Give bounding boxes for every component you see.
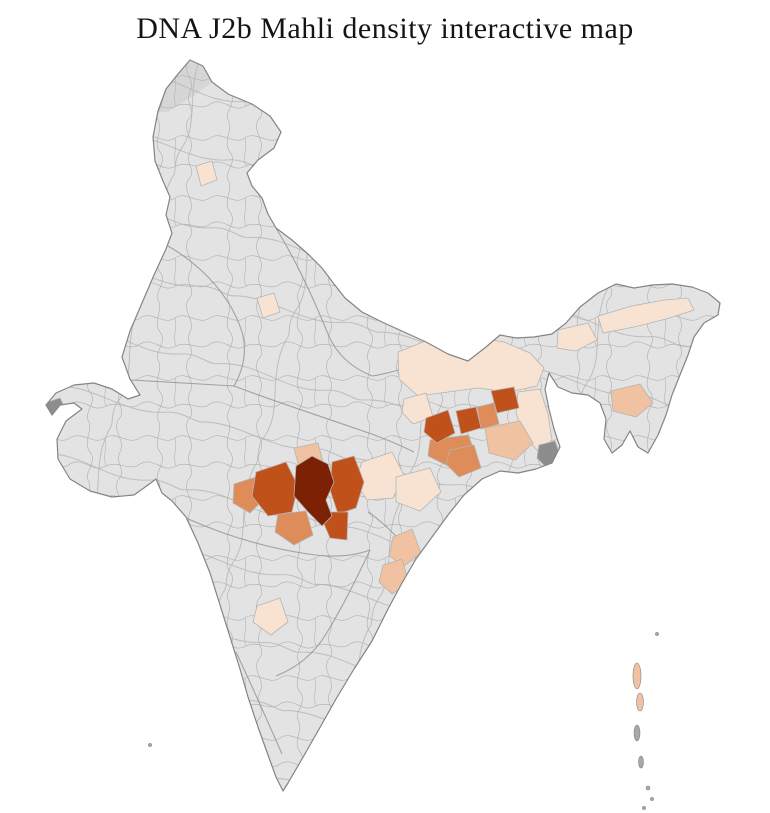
district-mp-pale[interactable] bbox=[256, 292, 281, 319]
district-bengal-north[interactable] bbox=[490, 386, 520, 414]
islands-group bbox=[148, 632, 659, 810]
small-island-ne[interactable] bbox=[655, 632, 659, 636]
nicobar-island-2[interactable] bbox=[645, 785, 651, 791]
district-assam-upper[interactable] bbox=[597, 297, 695, 334]
andaman-island-mid[interactable] bbox=[636, 692, 644, 712]
lakshadweep-island[interactable] bbox=[148, 743, 152, 747]
district-odisha-west-pale[interactable] bbox=[395, 467, 442, 512]
district-jharkhand-nw-pale[interactable] bbox=[401, 392, 434, 425]
landmass-group bbox=[46, 60, 720, 791]
andaman-island-north[interactable] bbox=[632, 662, 642, 690]
district-deccan-pale[interactable] bbox=[252, 597, 289, 636]
density-districts bbox=[195, 160, 695, 636]
andaman-island-south[interactable] bbox=[633, 724, 641, 742]
district-jharkhand-mid[interactable] bbox=[455, 406, 482, 435]
district-boundaries-mesh-coarse bbox=[46, 60, 720, 791]
district-himachal-pale[interactable] bbox=[195, 160, 218, 187]
page-title: DNA J2b Mahli density interactive map bbox=[136, 12, 634, 45]
india-outline bbox=[45, 59, 721, 792]
nicobar-island-4[interactable] bbox=[642, 806, 646, 810]
district-central-south[interactable] bbox=[274, 510, 314, 546]
nicobar-island-1[interactable] bbox=[638, 755, 644, 769]
district-odisha-coast-1[interactable] bbox=[388, 528, 422, 567]
district-jharkhand-west[interactable] bbox=[423, 409, 456, 444]
nicobar-island-3[interactable] bbox=[650, 797, 654, 801]
district-odisha-north[interactable] bbox=[445, 444, 482, 478]
district-ne-patch[interactable] bbox=[610, 383, 654, 418]
district-central-west[interactable] bbox=[251, 461, 299, 517]
district-bengal-mid[interactable] bbox=[484, 420, 534, 461]
district-assam-lower[interactable] bbox=[556, 322, 598, 352]
district-central-core[interactable] bbox=[293, 455, 335, 527]
